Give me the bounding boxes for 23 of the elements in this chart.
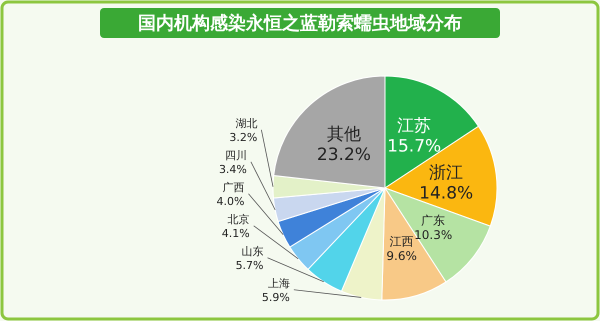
data-label: 14.8%	[419, 184, 474, 204]
slice-label: 上海	[268, 276, 290, 290]
data-label: 3.2%	[229, 130, 258, 144]
slice-label: 江苏	[397, 116, 432, 136]
slice-label: 北京	[228, 212, 250, 226]
data-label: 5.9%	[262, 290, 290, 304]
data-label: 9.6%	[386, 248, 417, 263]
data-label: 15.7%	[387, 136, 442, 157]
chart-title: 国内机构感染永恒之蓝勒索蠕虫地域分布	[138, 13, 462, 34]
data-label: 23.2%	[316, 144, 371, 165]
data-label: 4.1%	[222, 226, 250, 240]
data-label: 3.4%	[218, 162, 247, 176]
slice-label: 湖北	[235, 116, 258, 130]
data-label: 4.0%	[216, 194, 244, 208]
slice-label: 江西	[390, 234, 414, 249]
slice-label: 四川	[224, 148, 247, 162]
slice-label: 山东	[242, 244, 264, 258]
data-label: 5.7%	[236, 258, 264, 272]
slice-label: 广西	[222, 180, 244, 194]
slice-label: 广东	[421, 214, 446, 228]
slice-label: 其他	[326, 124, 361, 145]
slice-label: 浙江	[429, 163, 464, 184]
data-label: 10.3%	[414, 228, 452, 242]
